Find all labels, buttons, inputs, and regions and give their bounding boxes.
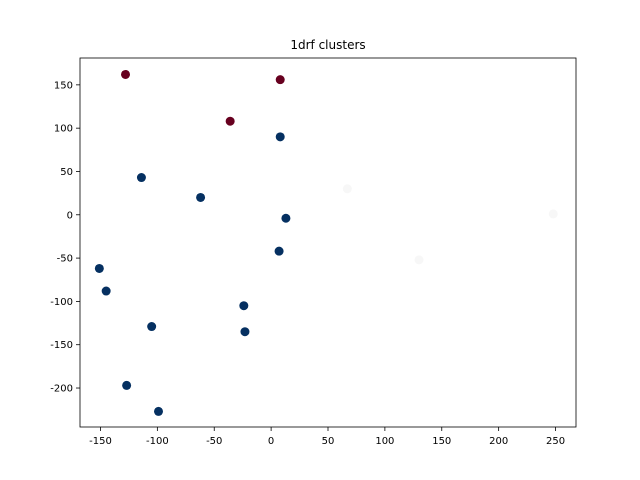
data-point-cluster-blue bbox=[275, 132, 285, 142]
y-tick-label: 100 bbox=[54, 124, 73, 135]
y-tick-label: -150 bbox=[50, 340, 73, 351]
data-point-cluster-red bbox=[121, 69, 131, 79]
y-axis-ticks: -200 -150 -100 -50 0 50 100 150 bbox=[50, 80, 80, 395]
data-point-cluster-blue bbox=[196, 192, 206, 202]
y-tick-label: -50 bbox=[57, 254, 73, 265]
x-tick-label: -50 bbox=[206, 436, 222, 447]
y-tick-label: -200 bbox=[50, 384, 73, 395]
x-tick-label: -100 bbox=[146, 436, 169, 447]
y-tick-label: 0 bbox=[67, 210, 73, 221]
data-point-cluster-blue bbox=[153, 406, 163, 416]
y-tick-label: -100 bbox=[50, 297, 73, 308]
data-point-cluster-white bbox=[414, 255, 424, 265]
data-point-cluster-red bbox=[225, 116, 235, 126]
plot-frame bbox=[79, 57, 577, 428]
data-point-cluster-blue bbox=[147, 322, 157, 332]
data-point-cluster-white bbox=[342, 184, 352, 194]
x-tick-label: 150 bbox=[432, 436, 451, 447]
y-tick-label: 50 bbox=[60, 167, 73, 178]
data-point-cluster-blue bbox=[274, 246, 284, 256]
data-point-cluster-blue bbox=[136, 173, 146, 183]
data-point-cluster-blue bbox=[239, 301, 249, 311]
data-point-cluster-red bbox=[275, 75, 285, 85]
data-point-cluster-white bbox=[548, 209, 558, 219]
x-axis-ticks: -150 -100 -50 0 50 100 150 200 250 bbox=[89, 427, 565, 447]
x-tick-label: 200 bbox=[489, 436, 508, 447]
data-points bbox=[94, 69, 558, 416]
data-point-cluster-blue bbox=[101, 286, 111, 296]
data-point-cluster-blue bbox=[122, 380, 132, 390]
y-tick-label: 150 bbox=[54, 80, 73, 91]
x-tick-label: -150 bbox=[89, 436, 112, 447]
x-tick-label: 100 bbox=[375, 436, 394, 447]
data-point-cluster-blue bbox=[94, 263, 104, 273]
data-point-cluster-blue bbox=[240, 327, 250, 337]
x-tick-label: 250 bbox=[546, 436, 565, 447]
x-tick-label: 0 bbox=[268, 436, 274, 447]
x-tick-label: 50 bbox=[322, 436, 335, 447]
chart-title: 1drf clusters bbox=[290, 38, 365, 52]
data-point-cluster-blue bbox=[281, 213, 291, 223]
